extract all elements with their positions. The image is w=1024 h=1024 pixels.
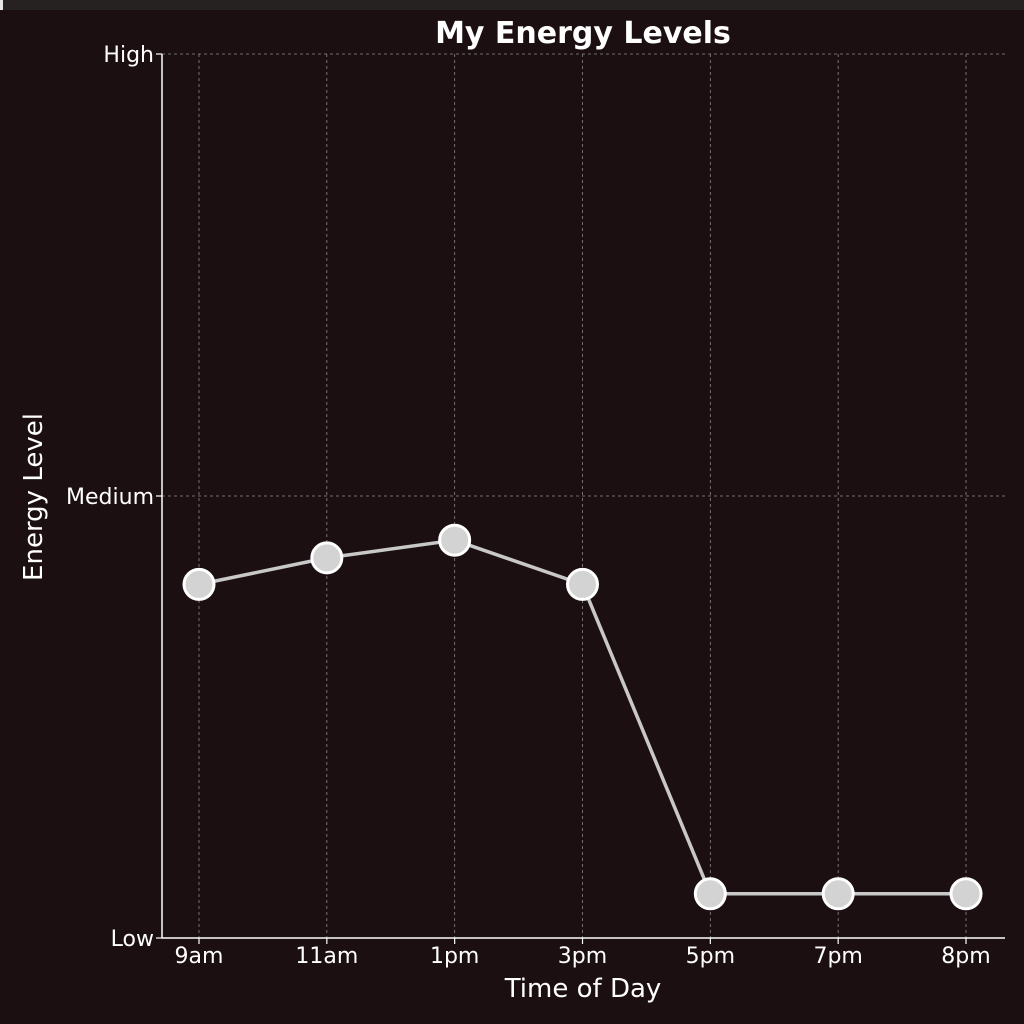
x-tick-label: 11am xyxy=(295,944,358,969)
x-tick-label: 7pm xyxy=(813,944,862,969)
grid-lines xyxy=(162,53,1005,939)
x-tick-labels: 9am 11am 1pm 3pm 5pm 7pm 8pm xyxy=(175,944,991,969)
x-tick-label: 9am xyxy=(175,944,224,969)
data-point-marker xyxy=(438,523,472,557)
data-point-marker xyxy=(949,877,983,911)
y-tick-label: Low xyxy=(111,927,154,952)
x-axis-label: Time of Day xyxy=(504,974,662,1004)
y-tick-label: Medium xyxy=(66,485,154,510)
x-tick-label: 3pm xyxy=(558,944,607,969)
data-point-marker xyxy=(182,567,216,601)
window-top-bar xyxy=(0,0,1024,10)
axes xyxy=(156,53,1005,944)
y-tick-label: High xyxy=(103,43,154,68)
data-point-marker xyxy=(566,567,599,601)
y-axis-label: Energy Level xyxy=(19,413,49,581)
chart-title: My Energy Levels xyxy=(435,16,731,51)
data-points xyxy=(182,523,983,911)
data-point-marker xyxy=(310,541,344,575)
window-corner-mark xyxy=(0,0,3,10)
x-tick-label: 8pm xyxy=(941,944,990,969)
data-point-marker xyxy=(693,877,727,911)
data-point-marker xyxy=(821,877,855,911)
x-tick-label: 5pm xyxy=(686,944,735,969)
y-tick-labels: Low Medium High xyxy=(66,43,154,952)
x-tick-label: 1pm xyxy=(430,944,479,969)
